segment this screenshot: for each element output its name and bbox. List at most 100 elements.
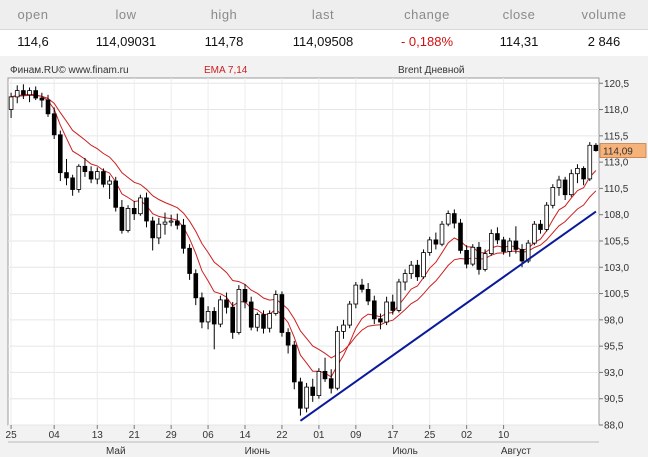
candle: [218, 295, 223, 328]
candle-body: [156, 223, 162, 239]
candle-body: [532, 223, 537, 244]
candle-body: [396, 281, 402, 311]
candle: [230, 301, 236, 339]
header-open: open: [17, 7, 49, 22]
candle: [14, 85, 20, 104]
candle-body: [408, 264, 414, 274]
candle: [95, 167, 100, 185]
candle: [168, 214, 174, 227]
x-month-label: Июль: [392, 446, 418, 457]
quote-panel: open low high last change close volume 1…: [0, 0, 648, 56]
header-last: last: [311, 7, 335, 22]
candle-body: [501, 239, 506, 252]
header-high: high: [210, 7, 238, 22]
price-chart: Финам.RU© www.finam.ru EMA 7,14 Brent Дн…: [6, 65, 647, 457]
candle-body: [421, 252, 426, 278]
candle-body: [562, 179, 568, 196]
candle-body: [519, 248, 525, 262]
candle: [316, 368, 322, 399]
candle: [390, 294, 396, 315]
trend-line: [299, 210, 597, 422]
x-day-label: 25: [6, 430, 18, 441]
candle: [248, 296, 254, 331]
candle: [328, 369, 334, 394]
x-day-label: 09: [350, 430, 362, 441]
candle: [353, 281, 359, 309]
candle: [550, 184, 556, 209]
value-last: 114,09508: [292, 34, 354, 49]
candle: [242, 284, 248, 309]
candle-body: [193, 273, 199, 299]
y-tick-label: 108,0: [604, 210, 629, 221]
candle: [408, 260, 414, 279]
y-tick-label: 113,0: [604, 158, 629, 169]
candle-body: [544, 204, 549, 230]
x-day-label: 02: [461, 430, 473, 441]
candle: [581, 166, 586, 186]
candle: [21, 84, 26, 100]
y-tick-label: 110,5: [604, 184, 629, 195]
candle: [291, 340, 297, 390]
candle: [476, 242, 482, 275]
candle: [532, 221, 537, 246]
candle-body: [82, 165, 88, 173]
candle-body: [427, 239, 432, 253]
candle-body: [21, 90, 26, 96]
x-day-label: 04: [49, 430, 61, 441]
quote-header-row: open low high last change close volume: [0, 0, 648, 30]
candle-body: [119, 206, 125, 231]
candle-body: [88, 171, 94, 180]
y-tick-label: 88,0: [604, 421, 624, 432]
candle: [415, 259, 420, 281]
candle-body: [433, 239, 439, 245]
candle: [273, 290, 279, 316]
candle: [322, 357, 328, 382]
candle-body: [402, 273, 408, 283]
candle-body: [27, 90, 32, 96]
header-close: close: [502, 7, 536, 22]
candle: [458, 218, 463, 254]
candle: [261, 310, 266, 334]
candle: [131, 201, 137, 220]
candle: [76, 164, 82, 193]
candle: [156, 217, 162, 245]
candle-body: [458, 222, 463, 251]
candle: [421, 249, 426, 279]
candle-body: [513, 240, 519, 250]
candle: [187, 244, 192, 280]
candle-body: [341, 324, 346, 332]
candle: [8, 92, 14, 118]
candle-body: [236, 288, 242, 333]
candle-body: [415, 264, 420, 278]
candle: [236, 285, 242, 335]
candle: [224, 292, 229, 314]
candle: [144, 192, 149, 228]
candle-body: [70, 177, 75, 190]
candle: [199, 292, 205, 329]
candle-body: [328, 378, 334, 389]
y-tick-label: 120,5: [604, 79, 629, 90]
candle: [445, 210, 451, 227]
candle-body: [285, 332, 291, 346]
candle-body: [150, 220, 156, 239]
x-day-label: 14: [239, 430, 251, 441]
candle: [101, 168, 106, 188]
candle-body: [390, 301, 396, 311]
candle-body: [33, 90, 38, 99]
candle-body: [273, 294, 279, 314]
candle: [88, 166, 94, 184]
candle-body: [322, 370, 328, 380]
candle: [544, 202, 549, 232]
candle: [254, 312, 260, 332]
last-price-label: 114,09: [603, 147, 633, 158]
candle-body: [14, 90, 20, 98]
x-day-label: 21: [129, 430, 141, 441]
candle-body: [174, 220, 180, 226]
x-day-label: 10: [498, 430, 510, 441]
candle: [495, 227, 500, 245]
value-open: 114,6: [17, 34, 49, 49]
y-tick-label: 90,5: [604, 394, 624, 405]
candle-body: [218, 299, 223, 325]
candle-body: [335, 330, 340, 389]
candle: [58, 130, 63, 182]
